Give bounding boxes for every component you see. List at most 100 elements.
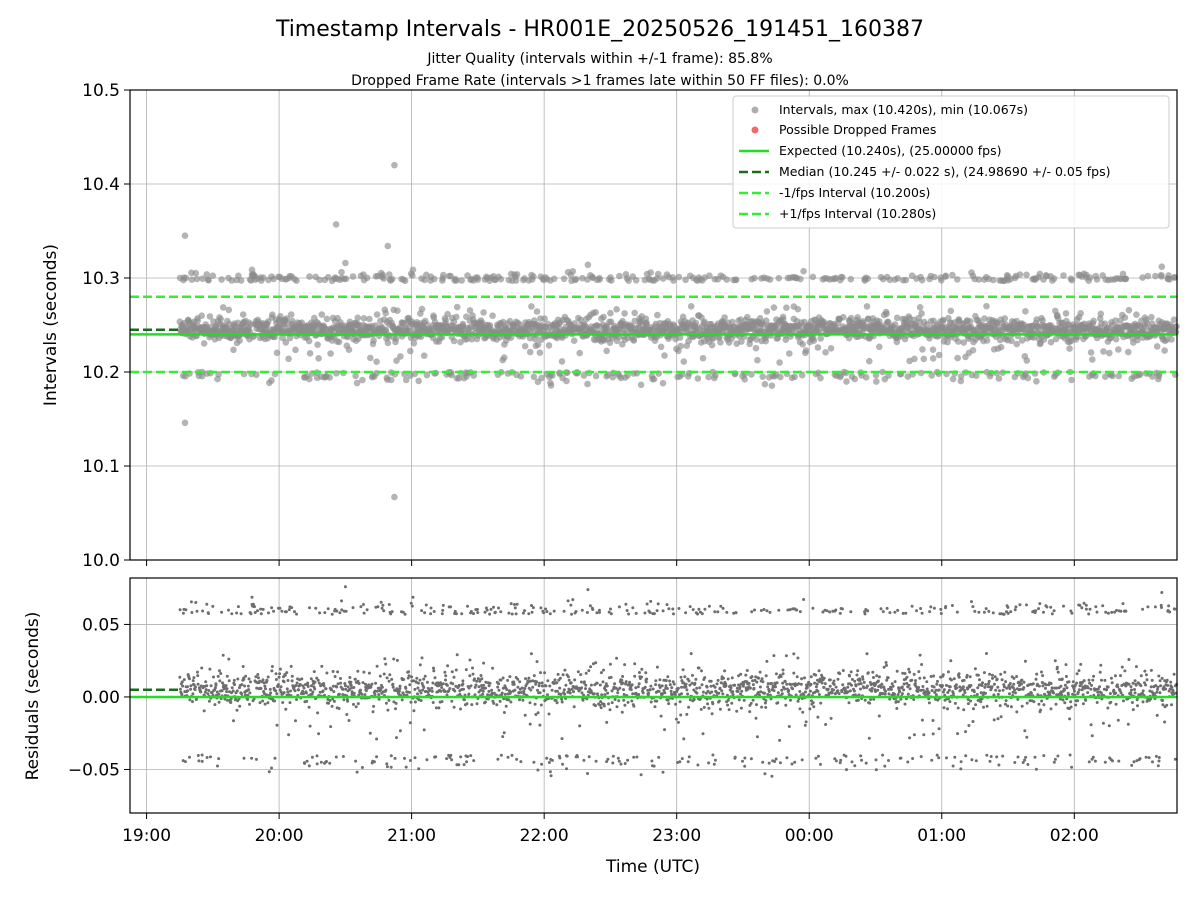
residual-point-2196	[1020, 678, 1024, 682]
interval-point-638	[420, 352, 428, 360]
residual-point-663	[432, 669, 436, 673]
residual-point-515	[375, 664, 379, 668]
residual-point-109	[220, 610, 224, 614]
residual-point-2105	[985, 753, 989, 757]
residual-point-2129	[994, 699, 998, 703]
interval-point-2098	[981, 315, 988, 322]
residual-point-2096	[982, 705, 985, 709]
residual-point-513	[375, 755, 379, 759]
residual-point-1716	[836, 689, 840, 693]
residual-point-1675	[820, 681, 824, 685]
residual-point-2229	[1033, 688, 1037, 692]
residual-point-1198	[637, 682, 641, 686]
residual-point-2169	[1009, 705, 1013, 709]
residual-point-655	[429, 606, 433, 610]
residual-point-1401	[715, 682, 719, 686]
interval-point-1625	[799, 341, 806, 348]
residual-point-551	[389, 765, 393, 769]
residual-point-1276	[667, 607, 671, 611]
residual-point-1932	[919, 607, 923, 610]
residual-point-1961	[930, 758, 934, 762]
interval-point-1936	[918, 276, 926, 284]
residual-point-1570	[780, 688, 784, 692]
interval-point-2227	[1030, 334, 1038, 341]
residual-point-733	[459, 755, 463, 759]
residual-point-401	[331, 684, 335, 688]
residual-point-2275	[1050, 686, 1054, 690]
intervals-ylabel: Intervals (seconds)	[41, 244, 61, 406]
residual-point-1179	[630, 699, 634, 703]
residual-point-121	[224, 684, 228, 688]
residual-point-1728	[840, 607, 844, 611]
residual-point-1942	[922, 676, 926, 680]
residual-point-1625	[801, 710, 805, 714]
residual-point-1248	[656, 602, 660, 606]
residual-point-1729	[841, 683, 845, 687]
residual-point-621	[416, 686, 420, 690]
interval-point-2208	[1023, 271, 1030, 279]
residual-point-1737	[844, 754, 848, 758]
residual-point-1841	[884, 689, 887, 693]
interval-point-1612	[794, 305, 802, 313]
interval-point-1699	[827, 345, 835, 352]
residual-point-2058	[967, 724, 971, 727]
legend-entry-lower: -1/fps Interval (10.200s)	[779, 185, 930, 200]
residual-point-2076	[974, 703, 978, 707]
residual-point-1837	[882, 665, 886, 669]
residual-point-564	[394, 701, 398, 705]
residual-point-1159	[622, 693, 626, 696]
residual-point-994	[559, 692, 563, 696]
legend-entry-median: Median (10.245 +/- 0.022 s), (24.98690 +…	[779, 164, 1110, 179]
residual-point-504	[371, 710, 375, 714]
residual-point-55	[199, 690, 203, 694]
residual-point-960	[546, 679, 550, 683]
residual-point-1617	[798, 690, 802, 693]
interval-point-1346	[692, 319, 700, 327]
residual-point-242	[270, 665, 274, 668]
residual-point-1597	[790, 762, 794, 766]
residual-point-1178	[629, 688, 633, 692]
residual-point-220	[262, 681, 266, 685]
interval-point-1246	[654, 311, 661, 319]
residual-point-284	[287, 733, 291, 737]
residual-point-1696	[828, 684, 832, 688]
residual-point-2175	[1012, 682, 1016, 686]
residual-point-1239	[653, 705, 657, 709]
residual-point-452	[351, 606, 355, 610]
interval-point-565	[393, 357, 400, 365]
residual-point-877	[514, 612, 518, 616]
residual-point-446	[349, 680, 353, 684]
residual-point-1865	[893, 610, 897, 614]
residual-point-524	[379, 688, 383, 692]
residual-point-1601	[792, 652, 796, 656]
residual-point-1157	[622, 688, 625, 692]
residual-point-240	[270, 606, 274, 610]
interval-point-1961	[928, 372, 935, 379]
residual-point-200	[254, 757, 258, 761]
interval-point-1306	[677, 342, 684, 350]
residual-point-1009	[565, 767, 568, 771]
residual-point-2186	[1016, 755, 1020, 759]
interval-point-1421	[721, 314, 728, 321]
interval-point-837	[497, 275, 505, 283]
residual-point-1513	[758, 670, 762, 674]
residual-point-2118	[990, 685, 994, 689]
residual-point-657	[430, 686, 434, 690]
residual-point-1315	[682, 737, 686, 741]
residual-point-224	[264, 687, 267, 691]
residual-point-2305	[1062, 604, 1065, 608]
residual-point-358	[315, 754, 319, 758]
interval-point-977	[550, 275, 558, 283]
residual-point-122	[225, 690, 229, 694]
residual-point-1052	[581, 698, 585, 702]
residual-point-1658	[814, 673, 818, 677]
interval-point-2525	[1144, 272, 1152, 280]
residual-point-1647	[809, 675, 813, 679]
residual-point-2307	[1063, 688, 1066, 692]
interval-point-1728	[839, 274, 846, 281]
residual-point-1173	[628, 680, 632, 684]
residual-point-35	[191, 679, 195, 683]
interval-point-901	[521, 342, 529, 350]
residual-point-1421	[723, 669, 727, 673]
residual-point-1633	[804, 720, 808, 724]
